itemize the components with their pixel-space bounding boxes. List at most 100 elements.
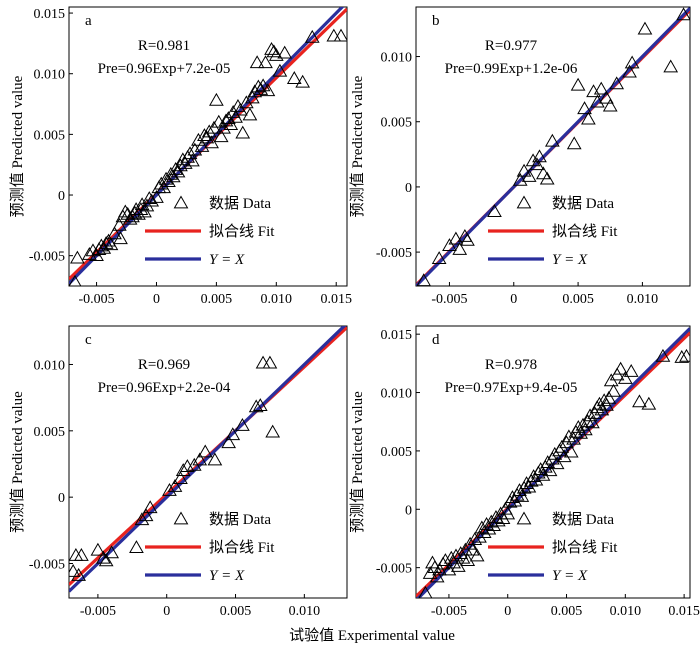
y-axis-label: 预测值 Predicted value	[349, 75, 366, 217]
data-point	[452, 241, 468, 255]
fit-equation: Pre=0.96Exp+7.2e-05	[98, 61, 231, 77]
data-point	[158, 171, 174, 185]
legend-yx-label: Y = X	[209, 252, 245, 268]
data-point	[586, 84, 601, 98]
data-point	[262, 355, 278, 369]
x-tick-label: 0.010	[627, 292, 659, 307]
y-axis-label: 预测值 Predicted value	[349, 391, 366, 533]
x-tick-label: -0.005	[80, 604, 116, 619]
data-point	[533, 462, 549, 475]
data-point	[113, 231, 128, 245]
data-point	[277, 45, 293, 59]
data-point	[581, 111, 596, 125]
plot-area	[416, 7, 690, 286]
data-point	[490, 513, 506, 527]
x-tick-label: 0.005	[220, 604, 252, 619]
data-point	[462, 536, 478, 550]
data-point	[201, 124, 217, 138]
y-tick-label: -0.005	[376, 246, 412, 261]
data-point	[144, 193, 160, 207]
data-point	[238, 95, 254, 109]
data-point	[213, 129, 229, 143]
r-annotation: R=0.981	[138, 38, 190, 54]
legend-fit-label: 拟合线 Fit	[552, 539, 618, 556]
data-point	[544, 133, 560, 147]
data-point	[431, 251, 447, 264]
data-point	[70, 250, 85, 264]
data-point	[235, 418, 250, 431]
y-tick-label: 0	[405, 503, 412, 518]
data-point	[286, 71, 302, 84]
data-point	[333, 28, 347, 42]
data-point	[418, 585, 433, 598]
data-point	[539, 171, 555, 185]
data-point	[573, 425, 588, 439]
legend-data-marker	[516, 195, 532, 209]
data-point	[469, 548, 485, 562]
panel-d: -0.005 0 0.005 0.010 0.015 -0.005 0 0.005 0.010 0…	[349, 325, 700, 619]
fit-equation: Pre=0.96Exp+2.2e-04	[98, 380, 231, 396]
data-point	[248, 399, 264, 413]
data-point	[207, 452, 223, 466]
y-tick-label: -0.005	[376, 562, 412, 577]
y-axis-label: 预测值 Predicted value	[9, 391, 26, 533]
data-point	[272, 63, 288, 77]
plot-area	[69, 326, 347, 593]
y-tick-label: -0.005	[29, 558, 65, 573]
y-tick-label: 0.005	[34, 425, 66, 440]
data-point	[486, 518, 501, 531]
data-point	[623, 364, 639, 377]
y-tick-label: 0.005	[381, 116, 413, 131]
y-tick-label: 0.015	[34, 7, 66, 22]
data-point	[228, 109, 243, 123]
data-point	[500, 506, 516, 520]
data-point	[577, 422, 593, 436]
legend-yx-label: Y = X	[552, 568, 588, 584]
y-tick-label: 0.010	[34, 358, 66, 373]
data-point	[637, 21, 653, 35]
data-point	[624, 55, 640, 69]
data-point	[264, 41, 279, 55]
fit-equation: Pre=0.99Exp+1.2e-06	[445, 61, 578, 77]
data-point	[250, 79, 266, 93]
data-point	[194, 138, 210, 152]
legend-data-marker	[516, 511, 532, 525]
r-annotation: R=0.978	[485, 357, 537, 373]
plot-area	[69, 7, 347, 286]
data-point	[556, 449, 572, 463]
data-point	[161, 174, 176, 188]
data-point	[223, 117, 239, 131]
data-point	[93, 238, 109, 252]
legend-data-label: 数据 Data	[552, 511, 614, 528]
data-point	[495, 511, 511, 524]
y-tick-label: 0.005	[34, 128, 66, 143]
y-tick-label: 0.010	[381, 387, 413, 402]
data-point	[209, 92, 224, 106]
panel-b: -0.005 0 0.005 0.010 -0.005 0 0.005 0.010 预测值 Pr…	[349, 6, 691, 307]
legend-data-label: 数据 Data	[552, 195, 614, 212]
data-point	[594, 402, 610, 416]
panel-letter: d	[432, 332, 440, 348]
data-point	[516, 163, 532, 177]
data-point	[465, 542, 480, 556]
data-point	[225, 427, 241, 441]
yx-line	[416, 7, 690, 286]
data-point	[255, 355, 271, 369]
data-point	[529, 157, 545, 171]
data-point	[98, 553, 114, 567]
legend: 数据 Data 拟合线 Fit Y = X	[145, 195, 275, 268]
x-tick-label: 0.015	[668, 604, 700, 619]
data-point	[197, 128, 212, 141]
data-point	[512, 483, 527, 496]
y-tick-label: 0	[58, 491, 65, 506]
legend-data-label: 数据 Data	[209, 195, 271, 212]
data-point	[98, 236, 114, 249]
plot-area	[416, 327, 690, 598]
data-point	[535, 467, 551, 481]
data-point	[197, 444, 213, 458]
panels: -0.005 0 0.005 0.010 0.015 -0.005 0 0.005 0.010 0…	[9, 6, 700, 619]
y-tick-label: 0	[58, 189, 65, 204]
data-point	[566, 136, 582, 150]
data-point	[167, 479, 183, 492]
data-point	[599, 397, 614, 411]
